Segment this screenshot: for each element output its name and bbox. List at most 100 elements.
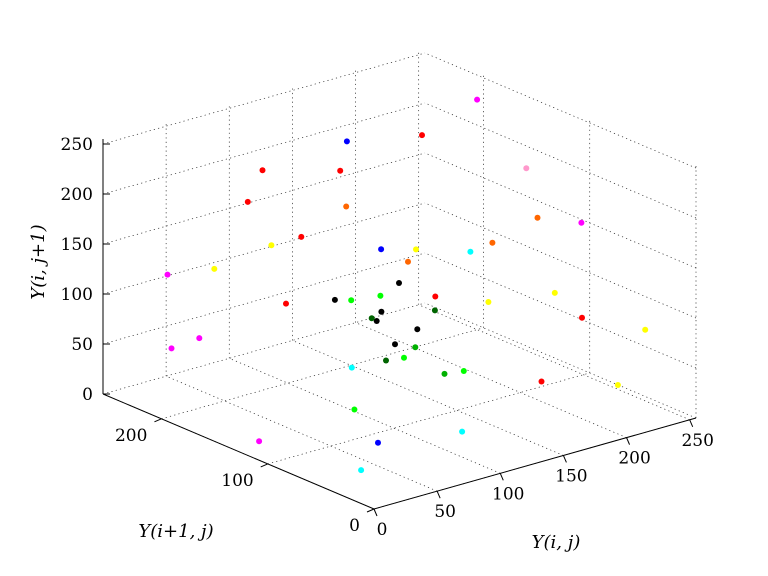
data-point xyxy=(538,378,545,385)
gridline xyxy=(424,52,697,169)
gridline xyxy=(355,322,627,438)
data-point xyxy=(168,345,175,352)
data-point xyxy=(244,198,251,205)
gridline xyxy=(424,202,697,319)
z-axis-label: Y(i, j+1) xyxy=(28,224,49,299)
data-point xyxy=(401,354,407,361)
axis-box-edges xyxy=(102,139,697,517)
data-point xyxy=(337,167,344,174)
data-point xyxy=(432,293,439,300)
x-tick-mark xyxy=(499,473,504,481)
data-point xyxy=(383,357,389,364)
tick-labels: 0 50 100 150 200 250 0 100 200 0 50 100 150 200 250 xyxy=(61,135,714,540)
data-point xyxy=(441,370,448,377)
data-point xyxy=(377,292,384,299)
z-tick-label: 0 xyxy=(82,385,93,405)
data-point xyxy=(405,258,411,265)
y-tick-mark xyxy=(154,418,162,423)
data-point xyxy=(642,326,649,333)
data-point xyxy=(268,242,275,249)
data-point xyxy=(348,364,355,371)
y-tick-label: 100 xyxy=(221,471,253,491)
data-point xyxy=(331,296,338,303)
data-point xyxy=(419,132,425,139)
data-point xyxy=(164,271,171,278)
z-tick-label: 250 xyxy=(61,135,93,155)
grid-layer xyxy=(102,49,697,510)
data-point xyxy=(211,265,218,272)
data-point xyxy=(413,246,419,253)
gridline xyxy=(102,202,426,295)
x-tick-label: 250 xyxy=(681,431,713,451)
z-tick-label: 100 xyxy=(61,285,93,305)
data-point xyxy=(256,438,263,445)
gridline xyxy=(418,304,690,421)
data-point xyxy=(373,318,380,324)
data-point xyxy=(412,344,419,351)
x-tick-mark xyxy=(373,508,378,517)
z-tick-label: 200 xyxy=(61,185,93,205)
data-point xyxy=(474,96,481,103)
data-point xyxy=(392,341,398,348)
x-tick-mark xyxy=(689,419,694,427)
data-point xyxy=(298,233,305,240)
x-tick-label: 200 xyxy=(618,449,650,469)
data-point xyxy=(368,315,375,322)
data-point xyxy=(283,300,289,307)
gridline xyxy=(424,102,697,219)
data-point xyxy=(578,219,585,226)
data-point xyxy=(378,308,385,315)
x-tick-label: 50 xyxy=(434,502,456,522)
data-point xyxy=(259,167,266,174)
data-point xyxy=(375,439,381,446)
y-tick-label: 200 xyxy=(115,426,147,446)
x-tick-mark xyxy=(562,455,567,463)
gridline xyxy=(292,340,564,456)
data-point xyxy=(534,214,541,221)
gridline xyxy=(102,302,426,395)
data-point xyxy=(196,335,203,342)
x-axis-label: Y(i, j) xyxy=(532,532,581,553)
gridline xyxy=(161,327,484,420)
data-points xyxy=(164,96,649,474)
data-point xyxy=(396,280,402,286)
y-tick-label: 0 xyxy=(349,516,360,536)
data-point xyxy=(489,239,496,246)
data-point xyxy=(614,382,621,388)
gridline xyxy=(102,152,426,245)
z-tick-label: 150 xyxy=(61,235,93,255)
gridline xyxy=(102,252,426,345)
x-tick-mark xyxy=(626,437,631,445)
gridline xyxy=(267,372,590,465)
gridline xyxy=(229,357,501,474)
gridline xyxy=(166,375,438,492)
y-axis-line xyxy=(102,393,375,510)
data-point xyxy=(523,165,530,172)
data-point xyxy=(459,428,466,435)
gridline xyxy=(102,102,426,195)
data-point xyxy=(343,203,350,210)
z-tick-label: 50 xyxy=(71,335,93,355)
x-tick-label: 0 xyxy=(377,520,388,540)
gridline xyxy=(424,302,697,419)
x-tick-label: 100 xyxy=(492,484,524,504)
gridline xyxy=(424,252,697,369)
data-point xyxy=(431,307,438,314)
data-point xyxy=(579,314,585,321)
y-axis-label: Y(i+1, j) xyxy=(138,521,213,542)
x-tick-mark xyxy=(436,490,441,499)
gridline xyxy=(102,52,426,145)
gridline xyxy=(424,152,697,269)
data-point xyxy=(378,246,385,253)
y-tick-mark xyxy=(366,508,375,513)
data-point xyxy=(348,297,355,304)
data-point xyxy=(460,368,467,374)
data-point xyxy=(485,299,492,305)
data-point xyxy=(351,406,358,413)
data-point xyxy=(551,289,558,296)
data-point xyxy=(343,138,350,145)
data-point xyxy=(358,467,365,474)
data-point xyxy=(414,326,421,333)
